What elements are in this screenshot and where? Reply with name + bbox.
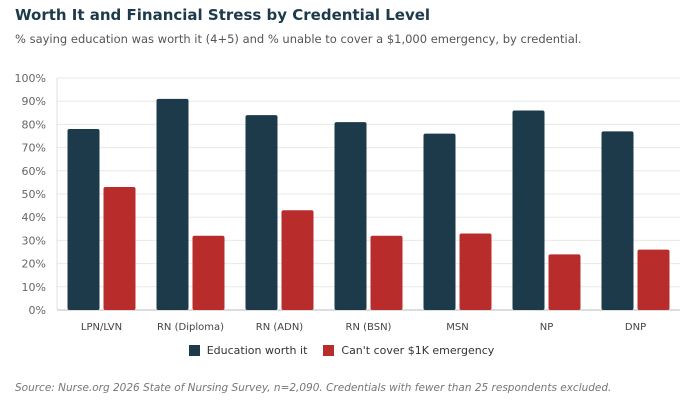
bar-cant-cover [370,235,403,310]
bar-cant-cover [459,233,492,310]
x-tick-label: MSN [446,322,468,333]
x-tick-label: LPN/LVN [81,322,122,333]
x-tick-label: RN (Diploma) [157,322,224,333]
y-tick-label: 50% [22,188,46,201]
bar-cant-cover [192,235,225,310]
y-tick-label: 30% [22,234,46,247]
bar-worth-it [67,129,100,310]
source-note: Source: Nurse.org 2026 State of Nursing … [15,382,612,394]
legend-label: Education worth it [206,344,308,357]
y-tick-label: 70% [22,142,46,155]
x-tick-label: DNP [625,322,646,333]
chart-title: Worth It and Financial Stress by Credent… [15,6,431,24]
y-tick-label: 60% [22,165,46,178]
legend-item-worth-it: Education worth it [188,344,308,357]
bar-worth-it [334,122,367,310]
bar-cant-cover [637,249,670,310]
legend-label: Can't cover $1K emergency [341,344,495,357]
chart-subtitle: % saying education was worth it (4+5) an… [15,32,582,46]
legend-swatch [188,345,200,356]
legend-item-cant-cover: Can't cover $1K emergency [323,344,494,357]
x-tick-label: RN (ADN) [256,322,304,333]
bar-worth-it [245,115,278,311]
legend-swatch [323,345,335,356]
y-tick-label: 10% [22,281,46,294]
bar-worth-it [512,110,545,310]
y-tick-label: 80% [22,118,46,131]
x-tick-label: RN (BSN) [346,322,392,333]
x-tick-label: NP [540,322,554,333]
bar-worth-it [601,131,634,310]
y-tick-label: 0% [29,304,46,317]
bar-chart: 0% 10% 20% 30% 40% 50% 60% 70% 80% 90% 100% LPN/LVN… [15,72,680,333]
bar-cant-cover [281,210,314,310]
legend: Education worth it Can't cover $1K emerg… [0,344,683,357]
bar-cant-cover [103,187,136,310]
y-tick-label: 100% [15,72,46,85]
bar-worth-it [156,98,189,310]
y-tick-label: 20% [22,258,46,271]
bar-cant-cover [548,254,581,310]
y-tick-label: 40% [22,211,46,224]
bar-worth-it [423,133,456,310]
y-tick-label: 90% [22,95,46,108]
